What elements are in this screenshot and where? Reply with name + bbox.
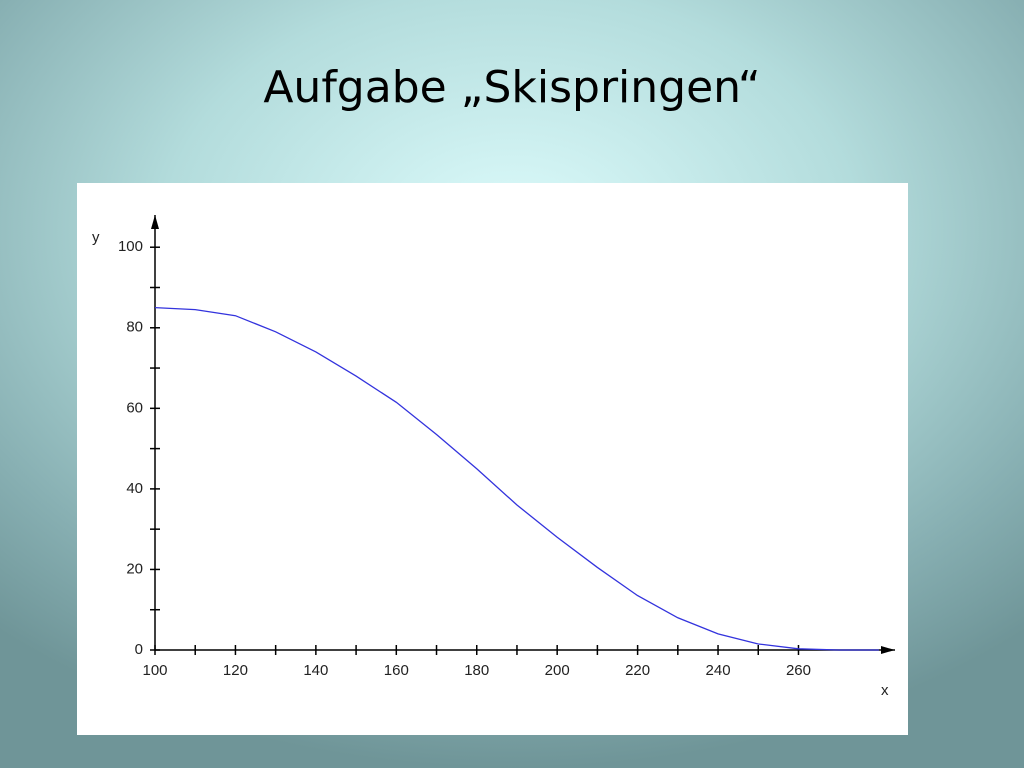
y-axis-label: y [92, 229, 100, 246]
y-axis-arrow [151, 215, 159, 229]
y-tick-label: 40 [126, 480, 143, 497]
x-tick-label: 260 [786, 662, 811, 679]
x-tick-label: 120 [223, 662, 248, 679]
x-tick-label: 200 [545, 662, 570, 679]
y-tick-label: 100 [118, 238, 143, 255]
chart: y x 100 120 140 160 180 200 220 240 260 0 20 40 60 80… [77, 183, 908, 735]
y-tick-label: 0 [135, 641, 143, 658]
slide-title: Aufgabe „Skispringen“ [263, 62, 761, 113]
x-tick-label: 240 [706, 662, 731, 679]
y-tick-label: 60 [126, 399, 143, 416]
y-tick-label: 20 [126, 560, 143, 577]
y-tick-label: 80 [126, 319, 143, 336]
curve [154, 306, 879, 651]
x-tick-label: 100 [142, 662, 167, 679]
x-tick-label: 160 [384, 662, 409, 679]
x-tick-label: 140 [303, 662, 328, 679]
x-tick-label: 180 [464, 662, 489, 679]
x-tick-label: 220 [625, 662, 650, 679]
x-axis-label: x [881, 682, 889, 699]
x-axis-arrow [881, 646, 895, 654]
